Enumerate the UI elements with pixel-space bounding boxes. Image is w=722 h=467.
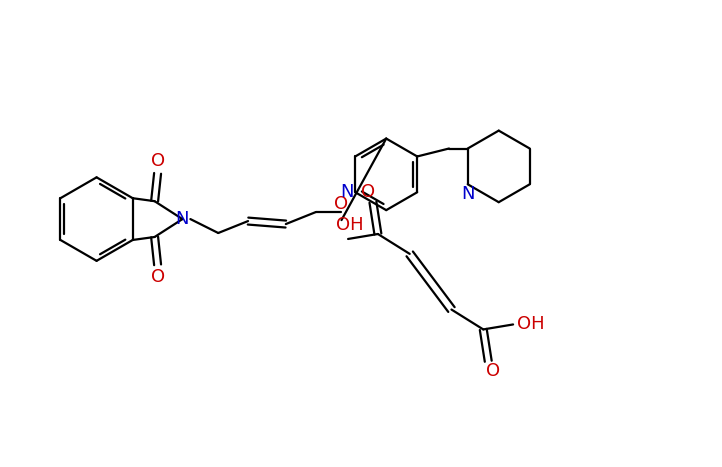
- Text: O: O: [150, 152, 165, 170]
- Text: O: O: [150, 268, 165, 286]
- Text: N: N: [175, 210, 189, 228]
- Text: O: O: [361, 183, 375, 201]
- Text: N: N: [341, 183, 354, 201]
- Text: N: N: [461, 185, 474, 203]
- Text: O: O: [334, 195, 349, 213]
- Text: O: O: [486, 362, 500, 380]
- Text: OH: OH: [336, 216, 364, 234]
- Text: OH: OH: [517, 315, 545, 333]
